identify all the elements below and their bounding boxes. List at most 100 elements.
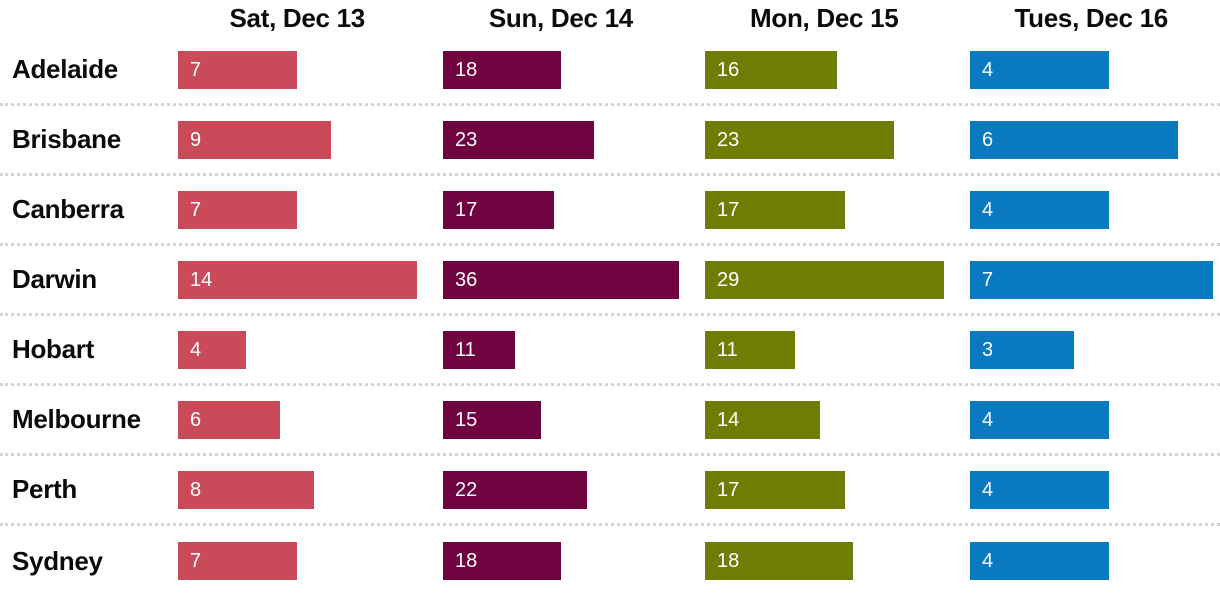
bar-track: 6 — [178, 400, 417, 439]
bar-track: 7 — [178, 542, 417, 580]
bar-value-label: 18 — [717, 550, 740, 572]
column-header-label: Sun, Dec 14 — [488, 2, 633, 33]
bar-value-label: 4 — [190, 338, 202, 361]
bar-value-label: 6 — [190, 408, 202, 431]
column-header-label: Mon, Dec 15 — [750, 2, 899, 33]
bar-value-label: 36 — [455, 268, 478, 291]
bar-track: 11 — [443, 330, 679, 369]
bar-value-label: 4 — [982, 408, 994, 431]
city-row: Hobart 4 11 11 3 — [0, 316, 1220, 386]
bar-cell: 22 — [443, 470, 705, 509]
bar-value-label: 11 — [717, 338, 738, 361]
city-label: Canberra — [12, 194, 124, 224]
bar-cell: 14 — [705, 400, 970, 439]
column-header-track: Sun, Dec 14 — [443, 3, 679, 34]
bar-cell: 23 — [705, 120, 970, 159]
bar-value-label: 17 — [455, 198, 478, 221]
bar-value-label: 14 — [717, 408, 740, 431]
bar-cell: 15 — [443, 400, 705, 439]
value-bar: 15 — [443, 400, 542, 439]
value-bar: 11 — [705, 330, 796, 369]
column-header-track: Sat, Dec 13 — [178, 3, 417, 34]
city-label: Perth — [12, 474, 77, 504]
column-header-cell: Sun, Dec 14 — [443, 3, 705, 34]
bar-track: 23 — [705, 120, 944, 159]
city-row: Canberra 7 17 17 4 — [0, 176, 1220, 246]
value-bar: 8 — [178, 470, 315, 509]
bar-value-label: 11 — [455, 338, 476, 361]
value-bar: 4 — [970, 542, 1109, 580]
bar-cell: 6 — [970, 120, 1220, 159]
bar-cell: 36 — [443, 260, 705, 299]
bar-value-label: 7 — [190, 58, 202, 81]
column-header-track: Tues, Dec 16 — [970, 3, 1213, 34]
value-bar: 4 — [970, 400, 1109, 439]
bar-cell: 7 — [178, 542, 443, 580]
value-bar: 23 — [443, 120, 594, 159]
city-label: Melbourne — [12, 404, 141, 434]
bar-value-label: 6 — [982, 128, 994, 151]
bar-cell: 17 — [705, 470, 970, 509]
value-bar: 7 — [178, 542, 298, 580]
city-label: Brisbane — [12, 124, 121, 154]
bar-track: 23 — [443, 120, 679, 159]
bar-track: 14 — [178, 260, 417, 299]
bar-value-label: 7 — [190, 550, 202, 572]
bar-cell: 7 — [178, 50, 443, 89]
bar-cell: 18 — [443, 50, 705, 89]
value-bar: 4 — [178, 330, 247, 369]
bar-track: 15 — [443, 400, 679, 439]
value-bar: 4 — [970, 190, 1109, 229]
value-bar: 6 — [178, 400, 281, 439]
bar-cell: 7 — [178, 190, 443, 229]
column-header-cell: Tues, Dec 16 — [970, 3, 1220, 34]
bar-track: 18 — [443, 542, 679, 580]
value-bar: 23 — [705, 120, 895, 159]
bar-cell: 4 — [970, 470, 1220, 509]
value-bar: 14 — [705, 400, 821, 439]
column-header-label: Tues, Dec 16 — [1014, 2, 1169, 33]
bar-cell: 4 — [178, 330, 443, 369]
bar-value-label: 9 — [190, 128, 202, 151]
city-row: Melbourne 6 15 14 4 — [0, 386, 1220, 456]
column-header-label: Sat, Dec 13 — [229, 2, 366, 33]
city-label: Hobart — [12, 334, 94, 364]
bar-cell: 3 — [970, 330, 1220, 369]
column-header-track: Mon, Dec 15 — [705, 3, 944, 34]
value-bar: 4 — [970, 470, 1109, 509]
bar-cell: 29 — [705, 260, 970, 299]
bar-track: 3 — [970, 330, 1213, 369]
bar-value-label: 3 — [982, 338, 994, 361]
bar-value-label: 17 — [717, 478, 740, 501]
bar-value-label: 4 — [982, 478, 994, 501]
bar-track: 4 — [970, 190, 1213, 229]
bar-cell: 11 — [705, 330, 970, 369]
bar-track: 17 — [705, 470, 944, 509]
value-bar: 17 — [443, 190, 555, 229]
bar-value-label: 16 — [717, 58, 740, 81]
bar-track: 8 — [178, 470, 417, 509]
city-label: Sydney — [12, 545, 103, 576]
bar-value-label: 4 — [982, 58, 994, 81]
bar-track: 14 — [705, 400, 944, 439]
value-bar: 7 — [178, 190, 298, 229]
bar-value-label: 17 — [717, 198, 740, 221]
bar-track: 4 — [970, 400, 1213, 439]
column-header-cell: Mon, Dec 15 — [705, 3, 970, 34]
bar-cell: 4 — [970, 542, 1220, 580]
bar-track: 17 — [443, 190, 679, 229]
value-bar: 7 — [178, 50, 298, 89]
bar-track: 9 — [178, 120, 417, 159]
bar-cell: 6 — [178, 400, 443, 439]
column-header-cell: Sat, Dec 13 — [178, 3, 443, 34]
bar-track: 18 — [705, 542, 944, 580]
bar-track: 7 — [178, 50, 417, 89]
bar-track: 7 — [970, 260, 1213, 299]
bar-cell: 17 — [443, 190, 705, 229]
bar-track: 29 — [705, 260, 944, 299]
bar-track: 18 — [443, 50, 679, 89]
value-bar: 22 — [443, 470, 588, 509]
value-bar: 16 — [705, 50, 837, 89]
bar-cell: 7 — [970, 260, 1220, 299]
bar-track: 4 — [970, 542, 1213, 580]
